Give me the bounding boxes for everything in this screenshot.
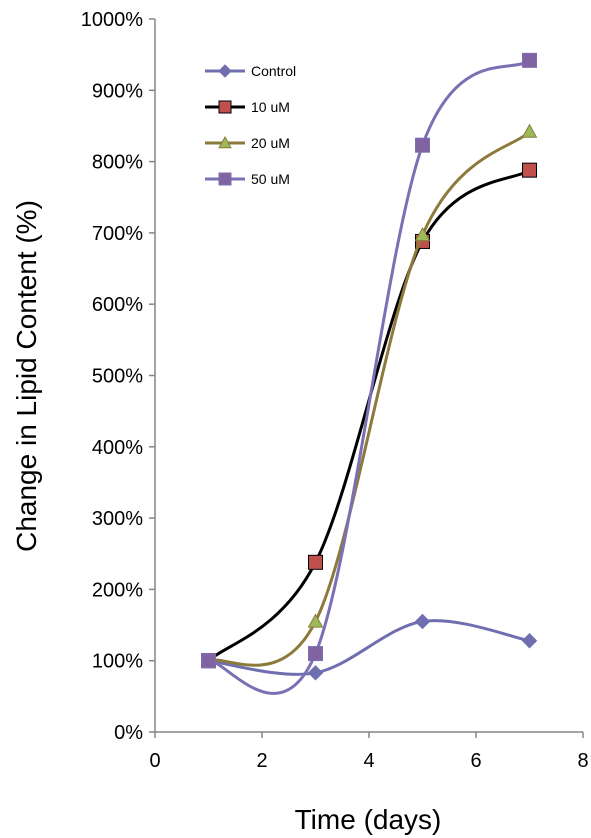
legend-item: 50 uM [205, 171, 290, 187]
y-tick-label: 700% [92, 223, 143, 245]
data-point [522, 52, 537, 68]
y-tick-label: 800% [92, 152, 143, 174]
legend-label: Control [251, 63, 296, 79]
x-tick-label: 4 [363, 750, 374, 772]
legend-label: 20 uM [251, 135, 290, 151]
y-tick-label: 1000% [81, 9, 143, 31]
data-point [521, 633, 538, 649]
series-control [200, 613, 538, 681]
series-50-um [201, 52, 537, 695]
legend-item: Control [205, 63, 296, 79]
legend-label: 50 uM [251, 171, 290, 187]
legend: Control 10 uM 20 uM 50 uM [205, 63, 296, 187]
y-tick-label: 900% [92, 80, 143, 102]
series-line [207, 130, 531, 667]
data-point [308, 554, 323, 570]
series-line [208, 619, 530, 676]
legend-item: 20 uM [205, 135, 290, 151]
series-line [207, 168, 531, 662]
x-tick-label: 8 [577, 750, 588, 772]
y-axis-title: Change in Lipid Content (%) [11, 200, 42, 552]
data-point [414, 613, 431, 630]
data-point [307, 613, 324, 628]
data-point [522, 162, 537, 178]
data-point [201, 653, 216, 669]
axes [154, 19, 583, 733]
x-tick-labels: 0 2 4 6 8 [149, 732, 589, 772]
legend-item: 10 uM [205, 99, 290, 115]
x-axis-title: Time (days) [295, 804, 442, 835]
y-tick-label: 200% [92, 579, 143, 601]
legend-label: 10 uM [251, 99, 290, 115]
data-point [308, 646, 323, 662]
data-point [414, 227, 431, 242]
series-layer [200, 52, 538, 695]
y-tick-label: 600% [92, 294, 143, 316]
legend-marker [218, 135, 232, 149]
data-point [307, 665, 324, 681]
data-point [521, 123, 538, 138]
y-tick-label: 500% [92, 366, 143, 388]
data-point [415, 137, 430, 153]
x-tick-label: 2 [256, 750, 267, 772]
y-tick-label: 0% [114, 722, 143, 744]
series-line [208, 59, 531, 695]
legend-marker [218, 64, 232, 78]
y-tick-labels: 0% 100% 200% 300% 400% 500% 600% 700% 800% 900% 10… [81, 9, 155, 744]
x-tick-label: 0 [149, 750, 160, 772]
series-10-um [201, 162, 537, 669]
x-tick-label: 6 [470, 750, 481, 772]
legend-marker [218, 172, 232, 186]
y-tick-label: 400% [92, 437, 143, 459]
legend-marker [218, 100, 232, 114]
y-tick-label: 300% [92, 508, 143, 530]
y-tick-label: 100% [92, 651, 143, 673]
